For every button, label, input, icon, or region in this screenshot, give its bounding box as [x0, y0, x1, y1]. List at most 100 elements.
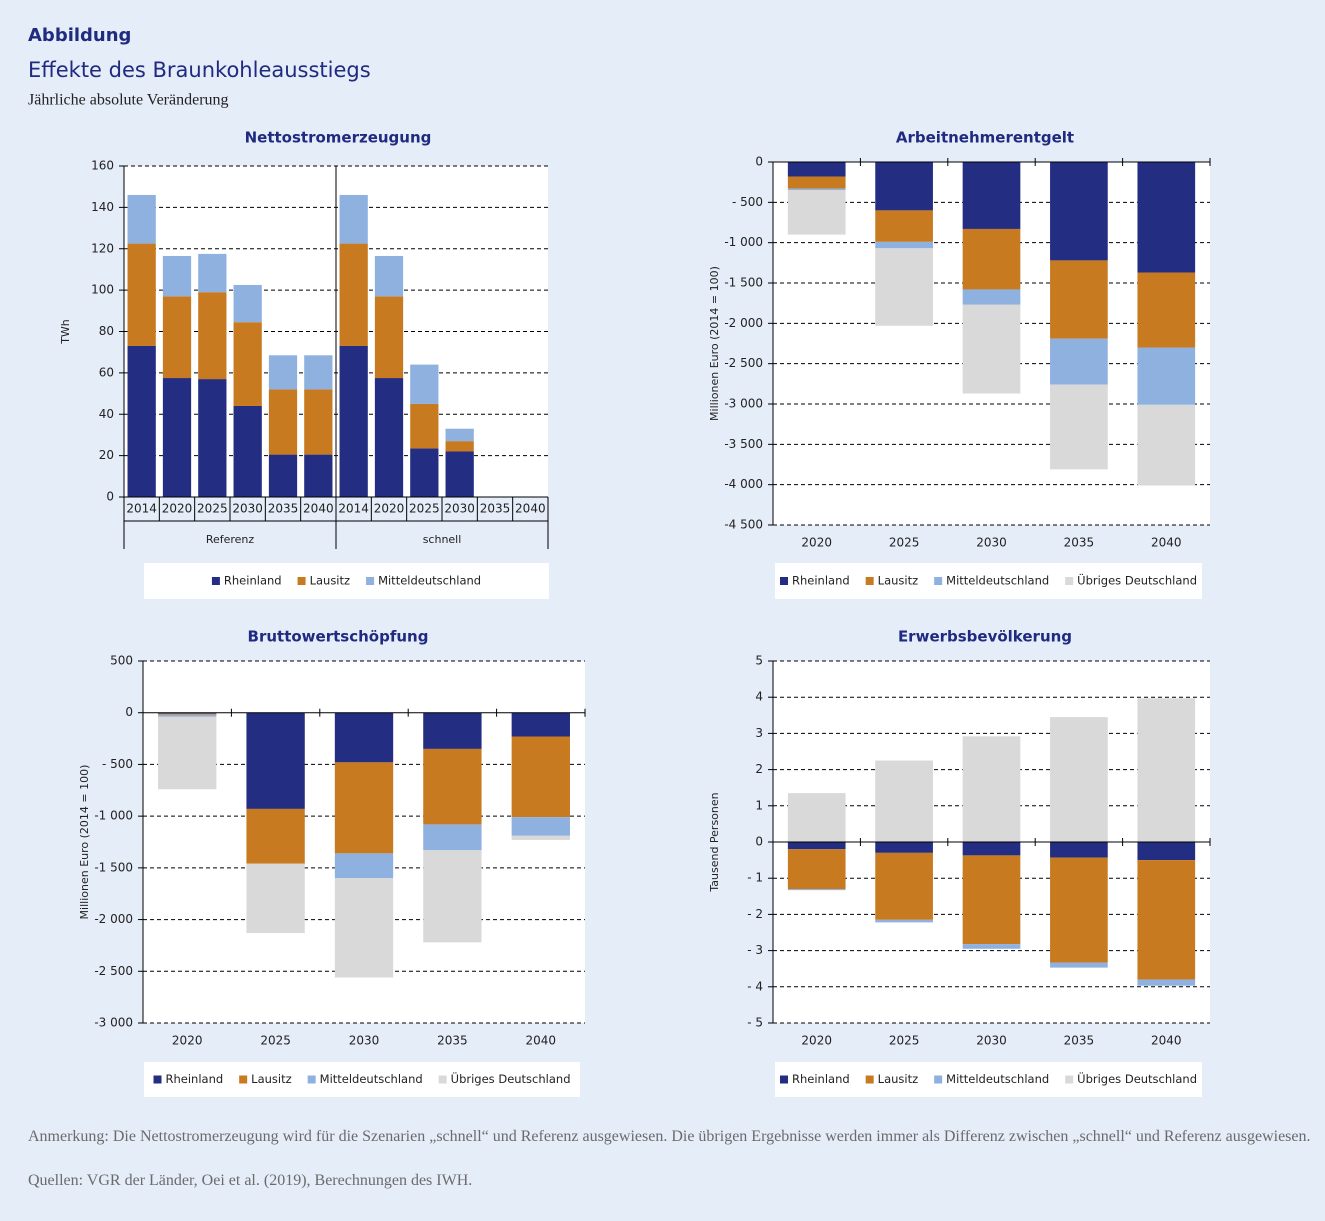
- bar: [334, 878, 394, 978]
- legend-label: Rheinland: [224, 574, 282, 588]
- y-tick-label: - 500: [732, 195, 763, 209]
- legend-label: Mitteldeutschland: [320, 1072, 423, 1086]
- bar: [962, 855, 1021, 945]
- x-tick-label: 2035: [1064, 536, 1095, 550]
- bar: [158, 714, 217, 717]
- bar: [1137, 860, 1196, 980]
- x-tick-label: 2020: [172, 1034, 203, 1048]
- bar: [1050, 162, 1108, 261]
- x-tick-label: 2035: [480, 502, 511, 516]
- bar: [511, 817, 570, 836]
- bar: [410, 364, 439, 404]
- x-tick-label: 2040: [303, 502, 334, 516]
- bar: [875, 852, 933, 920]
- legend-swatch: [1065, 1075, 1074, 1084]
- bar: [787, 190, 846, 235]
- chart-title: Erwerbsbevölkerung: [898, 628, 1072, 646]
- bar: [875, 248, 933, 326]
- figure-subtitle: Jährliche absolute Veränderung: [28, 92, 229, 109]
- bar: [158, 712, 217, 714]
- bar: [423, 850, 482, 943]
- bar: [233, 322, 262, 406]
- legend-swatch: [211, 577, 220, 585]
- y-tick-label: -4 500: [724, 518, 763, 532]
- y-tick-label: - 3: [747, 943, 763, 957]
- y-tick-label: 3: [755, 726, 763, 740]
- chart-title: Bruttowertschöpfung: [248, 628, 429, 646]
- x-tick-label: 2014: [126, 502, 157, 516]
- group-label: schnell: [423, 533, 462, 546]
- bar: [339, 194, 368, 244]
- y-tick-label: 1: [755, 798, 763, 812]
- bar: [511, 712, 570, 737]
- x-tick-label: 2030: [232, 502, 263, 516]
- legend-label: Übriges Deutschland: [451, 1070, 571, 1086]
- y-tick-label: 2: [755, 762, 763, 776]
- y-tick-label: - 500: [102, 757, 133, 771]
- bar: [268, 454, 298, 497]
- bar: [1137, 698, 1196, 842]
- bar: [787, 176, 846, 189]
- bar: [423, 712, 482, 749]
- bar: [162, 255, 192, 297]
- y-tick-label: 0: [106, 490, 114, 504]
- bar: [1137, 404, 1196, 486]
- legend-box: [775, 1062, 1202, 1097]
- y-tick-label: 0: [755, 155, 763, 169]
- bar: [1050, 717, 1108, 842]
- note: Anmerkung: Die Nettostromerzeugung wird …: [28, 1128, 1311, 1145]
- bar: [410, 448, 439, 497]
- y-tick-label: -3 500: [724, 437, 763, 451]
- bar: [962, 304, 1021, 394]
- y-tick-label: -1 500: [724, 276, 763, 290]
- legend-swatch: [780, 1075, 788, 1084]
- legend-label: Rheinland: [792, 1072, 850, 1086]
- x-tick-label: 2030: [349, 1034, 380, 1048]
- bar: [1050, 842, 1108, 858]
- bar: [334, 712, 394, 763]
- legend-swatch: [297, 577, 306, 585]
- bar: [198, 253, 227, 293]
- legend-box: [144, 1062, 580, 1097]
- bar: [334, 762, 394, 854]
- bar: [511, 736, 570, 818]
- bar: [445, 451, 474, 497]
- y-axis-label: Millionen Euro (2014 = 100): [78, 765, 91, 920]
- chart-title: Arbeitnehmerentgelt: [896, 129, 1074, 147]
- bar: [423, 824, 482, 851]
- bar: [410, 403, 439, 449]
- bar: [445, 428, 474, 442]
- x-tick-label: 2035: [1064, 1034, 1095, 1048]
- x-tick-label: 2030: [976, 536, 1007, 550]
- y-tick-label: - 2: [747, 907, 763, 921]
- figure-label: Abbildung: [28, 25, 131, 46]
- y-tick-label: 20: [99, 448, 114, 462]
- bar: [787, 889, 846, 891]
- y-tick-label: 80: [99, 324, 114, 338]
- y-tick-label: -2 000: [94, 912, 133, 926]
- bar: [511, 835, 570, 840]
- legend-swatch: [865, 577, 874, 585]
- y-tick-label: 160: [91, 159, 114, 173]
- bar: [875, 210, 933, 242]
- bar: [962, 736, 1021, 842]
- bar: [1137, 347, 1196, 405]
- legend-swatch: [239, 1075, 248, 1084]
- bar: [875, 162, 933, 211]
- legend-label: Übriges Deutschland: [1077, 1070, 1197, 1086]
- bar: [1050, 384, 1108, 470]
- bar: [127, 243, 156, 346]
- group-label: Referenz: [206, 533, 255, 546]
- x-tick-label: 2014: [338, 502, 369, 516]
- legend-label: Lausitz: [878, 1072, 918, 1086]
- y-tick-label: 60: [99, 365, 114, 379]
- bar: [875, 760, 933, 842]
- y-axis-label: Millionen Euro (2014 = 100): [708, 266, 721, 421]
- legend-label: Lausitz: [878, 574, 918, 588]
- bar: [246, 863, 305, 934]
- legend-label: Mitteldeutschland: [946, 1072, 1049, 1086]
- bar: [162, 378, 192, 497]
- x-tick-label: 2030: [444, 502, 475, 516]
- x-tick-label: 2040: [515, 502, 546, 516]
